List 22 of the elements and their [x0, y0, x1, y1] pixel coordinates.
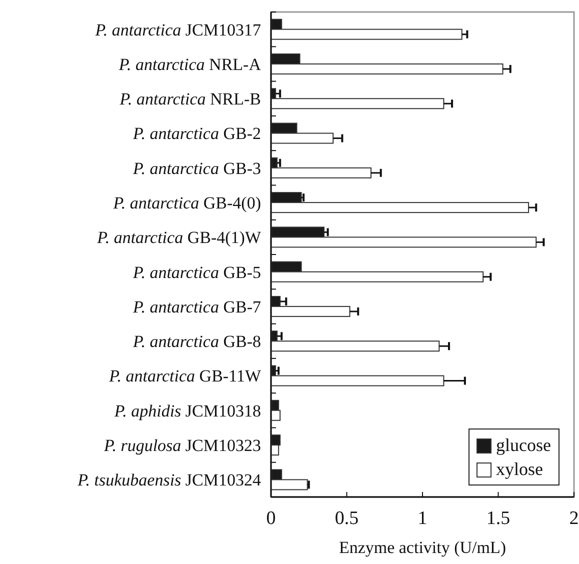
legend-label: xylose [496, 459, 544, 479]
y-tick-label: P. antarctica GB-7 [132, 297, 262, 316]
y-tick-label: P. antarctica GB-11W [108, 366, 262, 386]
x-tick-label: 0 [266, 508, 276, 529]
y-tick-label: P. antarctica NRL-A [118, 54, 262, 74]
y-tick-label: P. antarctica GB-2 [132, 124, 261, 144]
y-tick-label: P. antarctica GB-8 [132, 332, 261, 352]
y-tick-label: P. tsukubaensis JCM10324 [76, 470, 262, 490]
y-tick-label: P. antarctica NRL-B [118, 90, 261, 109]
y-tick-label: P. antarctica GB-4(0) [112, 193, 261, 212]
x-tick-label: 0.5 [334, 508, 359, 529]
y-tick-label: P. antarctica JCM10317 [94, 20, 262, 40]
y-tick-label: P. rugulosa JCM10323 [103, 436, 261, 455]
x-tick-label: 1.5 [486, 508, 510, 529]
y-tick-label: P. aphidis JCM10318 [113, 401, 261, 420]
legend-label: glucose [496, 435, 551, 455]
x-tick-label: 2 [569, 508, 579, 529]
y-tick-label: P. antarctica GB-3 [132, 158, 261, 178]
y-tick-label: P. antarctica GB-5 [132, 262, 261, 282]
y-tick-label: P. antarctica GB-4(1)W [96, 228, 262, 248]
x-tick-label: 1 [418, 508, 428, 529]
x-axis-title: Enzyme activity (U/mL) [338, 538, 506, 557]
